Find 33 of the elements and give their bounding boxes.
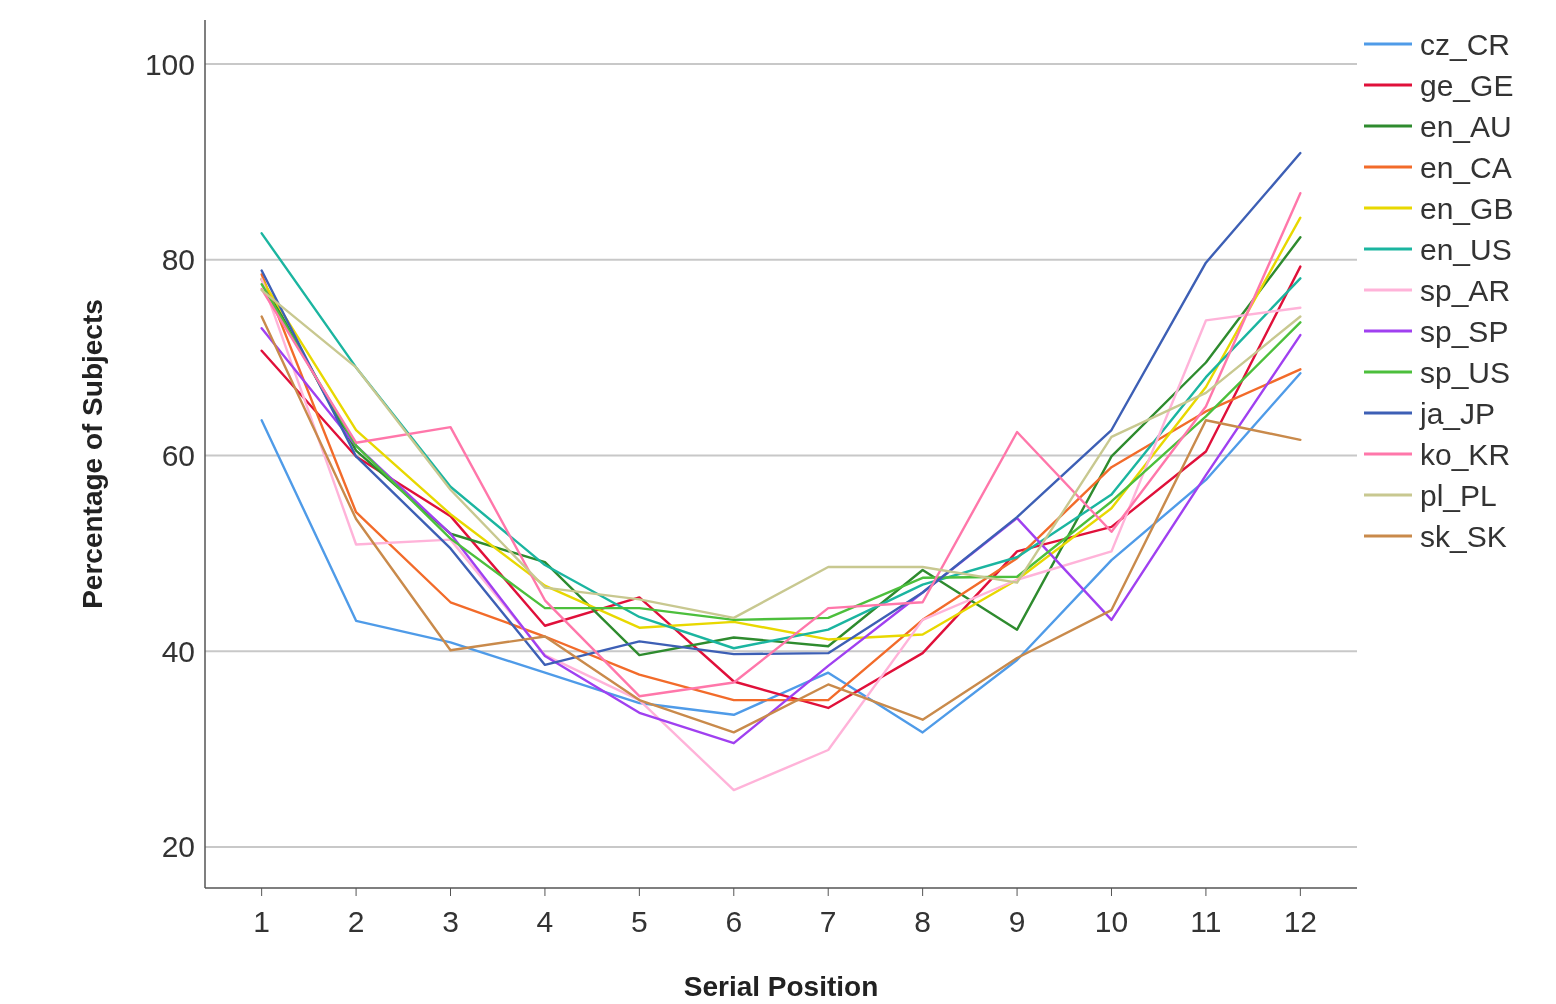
y-tick-label: 60: [161, 438, 195, 472]
y-tick-label: 20: [161, 830, 195, 864]
legend-label: en_US: [1420, 232, 1512, 266]
x-tick-label: 4: [536, 905, 554, 938]
line-series: [260, 278, 1302, 792]
x-tick-label: 1: [253, 905, 270, 938]
legend-label: en_AU: [1420, 109, 1512, 143]
x-tick-label: 10: [1094, 905, 1129, 938]
legend-label: en_GB: [1420, 191, 1514, 225]
x-tick-label: 6: [725, 905, 743, 938]
x-tick-label: 12: [1283, 905, 1318, 938]
legend-label: pl_PL: [1420, 478, 1497, 512]
x-tick-label: 9: [1008, 905, 1026, 938]
legend-label: en_CA: [1420, 150, 1512, 184]
y-axis-title: Percentage of Subjects: [77, 299, 108, 609]
x-tick-label: 2: [347, 905, 365, 938]
y-tick-label: 100: [144, 47, 195, 81]
legend-label: ge_GE: [1420, 68, 1514, 102]
x-axis-title: Serial Position: [683, 971, 879, 1002]
legend-label: sp_SP: [1420, 314, 1509, 348]
legend-label: sp_US: [1420, 355, 1511, 389]
y-tick-label: 40: [161, 634, 195, 668]
legend-label: sk_SK: [1420, 519, 1507, 553]
legend-label: ja_JP: [1419, 396, 1496, 430]
x-tick-label: 3: [442, 905, 459, 938]
x-tick-label: 8: [914, 905, 931, 938]
x-tick-label: 7: [819, 905, 837, 938]
legend-label: ko_KR: [1420, 437, 1511, 471]
x-tick-label: 11: [1190, 905, 1222, 938]
x-tick-label: 5: [631, 905, 648, 938]
legend-label: cz_CR: [1420, 27, 1511, 61]
legend-label: sp_AR: [1420, 273, 1511, 307]
y-tick-label: 80: [161, 243, 195, 277]
